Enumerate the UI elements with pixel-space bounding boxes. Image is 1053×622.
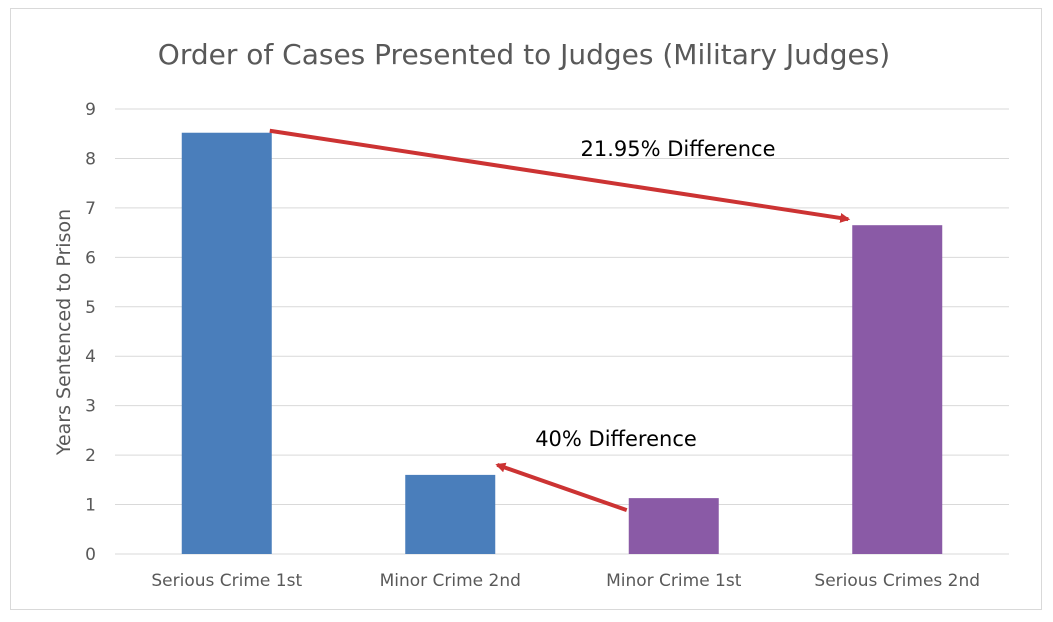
x-tick-label: Minor Crime 1st bbox=[606, 571, 742, 591]
y-tick-label: 8 bbox=[85, 149, 96, 169]
x-tick-label: Minor Crime 2nd bbox=[380, 571, 521, 591]
difference-arrow bbox=[495, 462, 628, 513]
y-tick-label: 6 bbox=[85, 248, 96, 268]
annotation-label: 21.95% Difference bbox=[580, 137, 775, 161]
x-tick-label: Serious Crimes 2nd bbox=[814, 571, 980, 591]
y-tick-label: 0 bbox=[85, 545, 96, 565]
bar bbox=[181, 132, 272, 554]
y-tick-label: 1 bbox=[85, 496, 96, 516]
annotation-label: 40% Difference bbox=[535, 427, 697, 451]
bar bbox=[628, 498, 719, 554]
x-tick-labels: Serious Crime 1st Minor Crime 2nd Minor Cr… bbox=[151, 571, 980, 591]
x-tick-label: Serious Crime 1st bbox=[151, 571, 302, 591]
y-tick-label: 7 bbox=[85, 199, 96, 219]
y-tick-label: 3 bbox=[85, 397, 96, 417]
annotations: 21.95% Difference 40% Difference bbox=[269, 128, 851, 513]
y-axis-label: Years Sentenced to Prison bbox=[53, 209, 75, 456]
bar bbox=[852, 225, 943, 554]
difference-arrow bbox=[269, 128, 851, 223]
y-tick-label: 2 bbox=[85, 446, 96, 466]
bar bbox=[405, 474, 496, 554]
bars bbox=[181, 132, 943, 554]
y-tick-label: 4 bbox=[85, 347, 96, 367]
chart-title: Order of Cases Presented to Judges (Mili… bbox=[158, 38, 890, 71]
y-tick-labels: 0 1 2 3 4 5 6 7 8 9 bbox=[85, 100, 96, 565]
y-tick-label: 5 bbox=[85, 298, 96, 318]
y-tick-label: 9 bbox=[85, 100, 96, 120]
